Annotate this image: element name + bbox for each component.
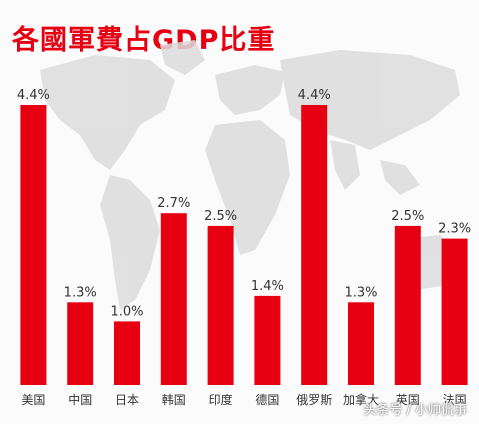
bar-8	[394, 225, 421, 385]
data-label-9: 2.3%	[438, 222, 471, 237]
category-labels-group: 美国 中国 日本 韩国 印度 德国 俄罗斯 加拿大 英国 法国	[21, 392, 466, 407]
data-label-8: 2.5%	[391, 209, 424, 224]
bar-9	[441, 238, 468, 385]
data-labels-group: 4.4% 1.3% 1.0% 2.7% 2.5% 1.4% 4.4% 1.3% 2.5% 2.3%	[17, 88, 471, 319]
data-label-0: 4.4%	[17, 88, 50, 103]
category-label-4: 印度	[209, 392, 233, 407]
bar-5	[254, 295, 281, 385]
bar-2	[114, 321, 140, 385]
data-label-7: 1.3%	[344, 285, 377, 300]
category-label-7: 加拿大	[343, 392, 379, 407]
data-label-1: 1.3%	[64, 285, 97, 300]
world-map-background	[40, 40, 460, 310]
bar-4	[207, 225, 234, 385]
data-label-4: 2.5%	[204, 209, 237, 224]
data-label-6: 4.4%	[298, 88, 331, 103]
category-label-6: 俄罗斯	[296, 393, 332, 407]
bar-6	[301, 105, 328, 385]
category-label-2: 日本	[115, 393, 139, 407]
category-label-8: 英国	[396, 393, 420, 407]
category-label-5: 德国	[255, 392, 279, 407]
bars-group	[20, 105, 468, 385]
bar-3	[160, 213, 187, 385]
bar-0	[20, 105, 47, 385]
data-label-2: 1.0%	[110, 304, 143, 319]
category-label-9: 法国	[443, 393, 467, 407]
bar-1	[67, 302, 94, 385]
watermark: 头条号 / 小帅侃事	[363, 403, 467, 418]
data-label-3: 2.7%	[157, 196, 190, 211]
category-label-0: 美国	[21, 393, 45, 407]
chart-title: 各國軍費占GDP比重	[12, 25, 276, 56]
bar-7	[348, 302, 374, 385]
category-label-1: 中国	[68, 392, 92, 407]
data-label-5: 1.4%	[251, 279, 284, 294]
category-label-3: 韩国	[162, 392, 186, 407]
